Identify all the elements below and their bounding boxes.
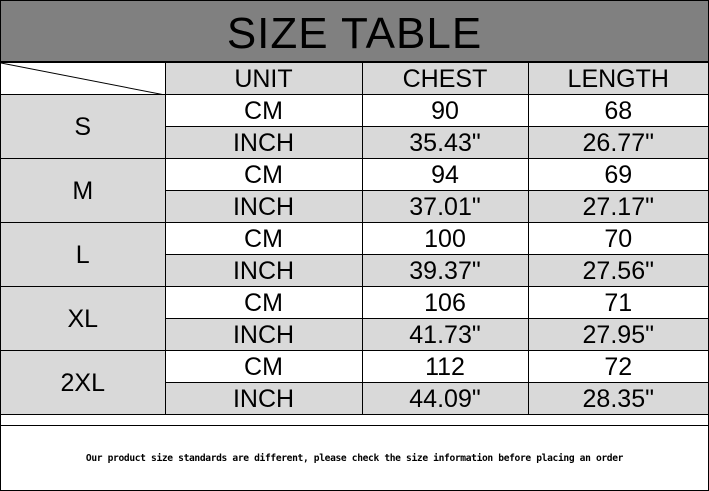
unit-cell: CM (164, 222, 363, 255)
length-cell: 70 (527, 222, 708, 255)
unit-cell: CM (164, 350, 363, 383)
unit-cell: CM (164, 94, 363, 127)
unit-cell: CM (164, 286, 363, 319)
chest-cell: 94 (361, 158, 529, 191)
chest-cell: 37.01" (361, 190, 529, 223)
table-row: L CM 100 70 (1, 222, 708, 287)
size-label: L (1, 222, 166, 287)
size-label: 2XL (1, 350, 166, 415)
table-row: XL CM 106 71 (1, 286, 708, 351)
chest-cell: 39.37" (361, 254, 529, 287)
length-cell: 26.77" (527, 126, 708, 159)
unit-cell: INCH (165, 190, 363, 223)
chest-cell: 44.09" (361, 382, 529, 415)
table-row: 2XL CM 112 72 (1, 350, 708, 415)
length-cell: 72 (527, 350, 708, 383)
unit-cell: CM (164, 158, 363, 191)
size-table: UNIT CHEST LENGTH S CM 90 68 INCH 35.43" … (1, 62, 708, 415)
corner-cell (1, 62, 166, 95)
chest-cell: 112 (361, 350, 529, 383)
length-cell: 28.35" (527, 382, 708, 415)
size-label: M (1, 158, 166, 223)
page-title: SIZE TABLE (1, 1, 708, 62)
footer-note: Our product size standards are different… (1, 425, 708, 491)
length-cell: 27.56" (527, 254, 708, 287)
length-cell: 68 (527, 94, 708, 127)
length-cell: 71 (527, 286, 708, 319)
header-chest: CHEST (361, 62, 529, 95)
unit-cell: INCH (165, 382, 363, 415)
chest-cell: 35.43" (361, 126, 529, 159)
chest-cell: 100 (361, 222, 529, 255)
table-row: M CM 94 69 (1, 158, 708, 223)
table-row: INCH 44.09" 28.35" (1, 382, 708, 415)
chest-cell: 90 (361, 94, 529, 127)
header-unit: UNIT (164, 62, 363, 95)
table-row: INCH 37.01" 27.17" (1, 190, 708, 223)
header-length: LENGTH (527, 62, 708, 95)
unit-cell: INCH (165, 254, 363, 287)
length-cell: 69 (527, 158, 708, 191)
unit-cell: INCH (165, 126, 363, 159)
size-label: XL (1, 286, 166, 351)
table-row: S CM 90 68 (1, 94, 708, 159)
chest-cell: 41.73" (361, 318, 529, 351)
length-cell: 27.17" (527, 190, 708, 223)
length-cell: 27.95" (527, 318, 708, 351)
chest-cell: 106 (361, 286, 529, 319)
header-row: UNIT CHEST LENGTH (1, 62, 708, 95)
size-label: S (1, 94, 166, 159)
unit-cell: INCH (165, 318, 363, 351)
